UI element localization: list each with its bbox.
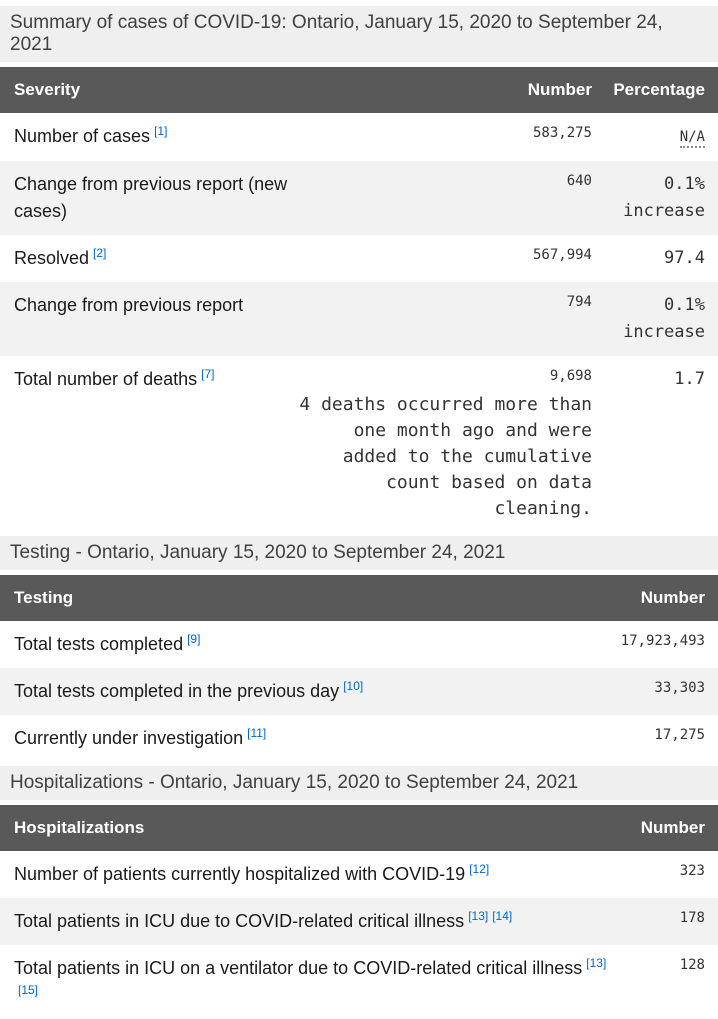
table-row: Total number of deaths [7] 9,698 4 deaths o…	[0, 356, 718, 532]
table-row: Number of cases [1] 583,275 N/A	[0, 113, 718, 161]
number-value: 178	[679, 910, 705, 926]
row-label: Change from previous report (new cases)	[14, 174, 288, 221]
row-label: Change from previous report	[14, 295, 244, 315]
hospitalizations-table-header: Hospitalizations Number	[0, 805, 718, 851]
header-row: Severity Number Percentage	[0, 67, 718, 113]
row-label: Currently under investigation	[14, 728, 244, 748]
row-label-cell: Total tests completed [9]	[0, 621, 578, 668]
number-cell: 178	[620, 898, 718, 945]
row-label-cell: Total tests completed in the previous da…	[0, 668, 578, 715]
header-row: Hospitalizations Number	[0, 805, 718, 851]
percentage-value: 1.7	[674, 369, 705, 389]
row-label-cell: Total patients in ICU on a ventilator du…	[0, 945, 620, 1019]
row-label: Total number of deaths	[14, 369, 198, 389]
na-abbr: N/A	[679, 129, 705, 148]
number-value: 323	[679, 863, 705, 879]
table-row: Number of patients currently hospitalize…	[0, 851, 718, 898]
number-cell: 640	[290, 161, 592, 235]
number-cell: 9,698 4 deaths occurred more than one mon…	[290, 356, 592, 532]
footnote-ref-link[interactable]: [2]	[93, 246, 107, 260]
footnote-ref-link[interactable]: [12]	[469, 862, 490, 876]
footnote-ref-link[interactable]: [1]	[154, 124, 168, 138]
summary-table: Severity Number Percentage Number of cases[…	[0, 67, 718, 532]
footnote-ref-link[interactable]: [7]	[201, 367, 215, 381]
number-cell: 583,275	[290, 113, 592, 161]
testing-section-heading: Testing - Ontario, January 15, 2020 to S…	[0, 536, 718, 570]
summary-table-header: Severity Number Percentage	[0, 67, 718, 113]
number-value: 567,994	[532, 247, 592, 263]
percentage-cell: 97.4	[592, 235, 718, 282]
footnote-ref-link[interactable]: [13]	[586, 956, 607, 970]
number-cell: 128	[620, 945, 718, 1019]
percentage-cell: 0.1% increase	[592, 282, 718, 356]
percentage-cell: 0.1% increase	[592, 161, 718, 235]
column-header-percentage: Percentage	[592, 67, 718, 113]
testing-table-header: Testing Number	[0, 575, 718, 621]
percentage-value: 97.4	[664, 248, 705, 268]
footnote-ref-link[interactable]: [14]	[492, 909, 513, 923]
row-label: Resolved	[14, 248, 90, 268]
table-row: Total patients in ICU due to COVID-relat…	[0, 898, 718, 945]
footnote-ref-link[interactable]: [15]	[18, 983, 39, 997]
row-label-cell: Change from previous report (new cases)	[0, 161, 290, 235]
column-header-severity: Severity	[0, 67, 290, 113]
number-value: 17,275	[654, 727, 705, 743]
table-row: Total tests completed in the previous da…	[0, 668, 718, 715]
table-row: Total patients in ICU on a ventilator du…	[0, 945, 718, 1019]
row-label-cell: Total number of deaths [7]	[0, 356, 290, 532]
column-header-number: Number	[578, 575, 718, 621]
number-cell: 567,994	[290, 235, 592, 282]
number-value: 128	[679, 957, 705, 973]
hospitalizations-table: Hospitalizations Number Number of patients…	[0, 805, 718, 1019]
column-header-number: Number	[290, 67, 592, 113]
row-label: Total tests completed	[14, 634, 184, 654]
row-label: Total patients in ICU due to COVID-relat…	[14, 911, 465, 931]
column-header-testing: Testing	[0, 575, 578, 621]
header-row: Testing Number	[0, 575, 718, 621]
summary-section-heading: Summary of cases of COVID-19: Ontario, J…	[0, 6, 718, 62]
testing-table: Testing Number Total tests completed [9] 17,…	[0, 575, 718, 762]
number-value: 640	[566, 173, 592, 189]
row-label-cell: Number of cases [1]	[0, 113, 290, 161]
footnote-ref-link[interactable]: [10]	[343, 679, 364, 693]
summary-section: Summary of cases of COVID-19: Ontario, J…	[0, 6, 718, 532]
row-label-cell: Resolved [2]	[0, 235, 290, 282]
row-label: Number of cases	[14, 126, 151, 146]
number-cell: 17,923,493	[578, 621, 718, 668]
table-row: Change from previous report 794 0.1% incre…	[0, 282, 718, 356]
number-value: 583,275	[532, 125, 592, 141]
column-header-number: Number	[620, 805, 718, 851]
number-value: 17,923,493	[620, 633, 705, 649]
table-row: Change from previous report (new cases) 6…	[0, 161, 718, 235]
percentage-cell: 1.7	[592, 356, 718, 532]
number-value: 9,698	[549, 368, 592, 384]
row-label: Number of patients currently hospitalize…	[14, 864, 466, 884]
number-cell: 33,303	[578, 668, 718, 715]
table-row: Currently under investigation [11] 17,275	[0, 715, 718, 762]
percentage-value: 0.1% increase	[623, 174, 705, 221]
number-cell: 794	[290, 282, 592, 356]
row-label-cell: Total patients in ICU due to COVID-relat…	[0, 898, 620, 945]
footnote-ref-link[interactable]: [9]	[187, 632, 201, 646]
row-label-cell: Change from previous report	[0, 282, 290, 356]
percentage-cell: N/A	[592, 113, 718, 161]
percentage-value: 0.1% increase	[623, 295, 705, 342]
row-label-cell: Currently under investigation [11]	[0, 715, 578, 762]
hospitalizations-section-heading: Hospitalizations - Ontario, January 15, …	[0, 766, 718, 800]
testing-section: Testing - Ontario, January 15, 2020 to S…	[0, 536, 718, 762]
number-cell: 323	[620, 851, 718, 898]
row-label: Total tests completed in the previous da…	[14, 681, 340, 701]
hospitalizations-section: Hospitalizations - Ontario, January 15, …	[0, 766, 718, 1019]
number-value: 33,303	[654, 680, 705, 696]
table-row: Resolved [2] 567,994 97.4	[0, 235, 718, 282]
deaths-data-note: 4 deaths occurred more than one month ag…	[299, 394, 592, 519]
row-label-cell: Number of patients currently hospitalize…	[0, 851, 620, 898]
footnote-ref-link[interactable]: [11]	[247, 726, 267, 740]
footnote-ref-link[interactable]: [13]	[468, 909, 489, 923]
number-value: 794	[566, 294, 592, 310]
column-header-hospitalizations: Hospitalizations	[0, 805, 620, 851]
table-row: Total tests completed [9] 17,923,493	[0, 621, 718, 668]
row-label: Total patients in ICU on a ventilator du…	[14, 958, 583, 978]
number-cell: 17,275	[578, 715, 718, 762]
